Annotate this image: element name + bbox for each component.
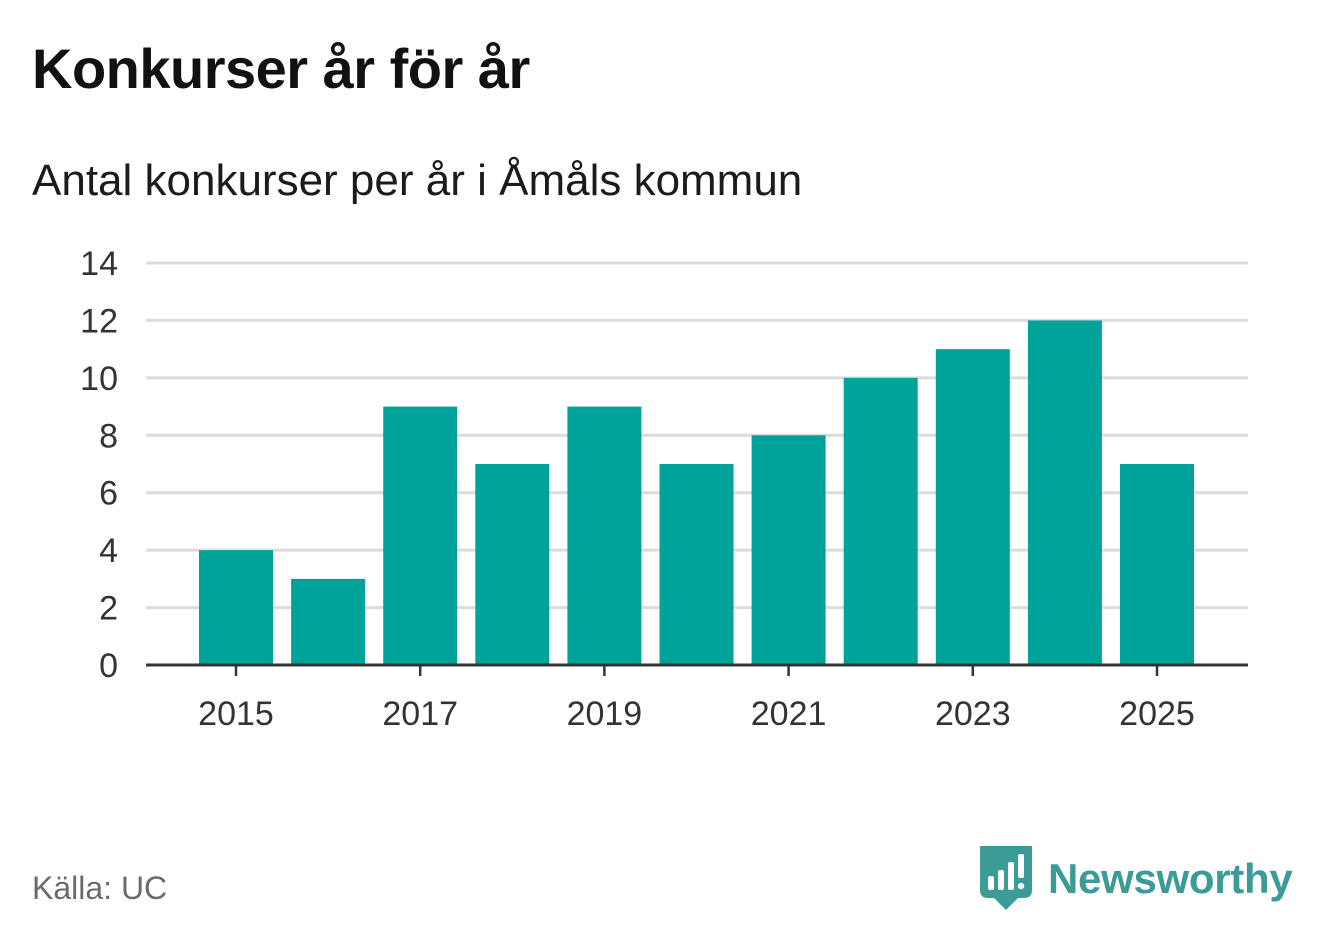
- brand-name: Newsworthy: [1048, 855, 1293, 902]
- y-tick-label: 10: [80, 360, 118, 398]
- bar-2020: [659, 464, 734, 665]
- y-tick-label: 2: [99, 590, 118, 628]
- source-note: Källa: UC: [32, 870, 168, 906]
- bar-2019: [567, 406, 642, 665]
- y-tick-label: 6: [99, 475, 118, 513]
- x-tick-label: 2025: [1119, 695, 1195, 733]
- y-tick-label: 8: [99, 417, 118, 455]
- x-tick-label: 2023: [935, 695, 1011, 733]
- y-tick-label: 4: [99, 532, 118, 570]
- bar-2016: [291, 578, 366, 665]
- bar-2015: [199, 550, 273, 665]
- bar-2023: [935, 349, 1010, 665]
- brand-logo: Newsworthy: [980, 846, 1293, 912]
- bars: [199, 320, 1194, 665]
- chart-title: Konkurser år för år: [32, 37, 530, 100]
- bar-2018: [475, 464, 550, 665]
- x-tick-label: 2019: [567, 695, 643, 733]
- x-tick-label: 2021: [751, 695, 827, 733]
- bar-2022: [843, 377, 918, 665]
- x-tick-label: 2015: [198, 695, 274, 733]
- y-tick-label: 14: [80, 245, 118, 283]
- bar-2021: [751, 435, 826, 665]
- bar-2025: [1120, 464, 1194, 665]
- axes: 0 2 4 6 8 10 12 14 2015 2017 2019 2021 2023 2025: [80, 245, 1248, 733]
- newsworthy-logo-icon: [980, 846, 1032, 910]
- bar-2017: [383, 406, 458, 665]
- bar-2024: [1027, 320, 1102, 665]
- chart-subtitle: Antal konkurser per år i Åmåls kommun: [32, 156, 803, 205]
- x-tick-label: 2017: [382, 695, 458, 733]
- y-tick-label: 12: [80, 302, 118, 340]
- y-tick-label: 0: [99, 647, 118, 685]
